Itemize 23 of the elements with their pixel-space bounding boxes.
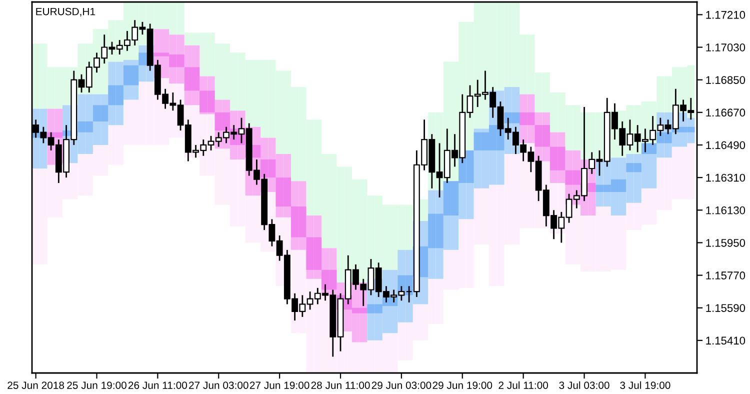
x-tick-label: 27 Jun 19:00 bbox=[250, 382, 310, 389]
x-tick-label: 29 Jun 03:00 bbox=[372, 382, 432, 389]
x-tick-label: 27 Jun 03:00 bbox=[189, 382, 248, 389]
y-tick-label: 1.16490 bbox=[706, 141, 746, 150]
x-tick-label: 2 Jul 11:00 bbox=[498, 381, 548, 389]
x-tick-label: 25 Jun 2018 bbox=[8, 382, 64, 389]
y-tick-label: 1.16670 bbox=[706, 108, 746, 117]
y-tick-label: 1.17210 bbox=[706, 10, 746, 19]
x-tick-label: 3 Jul 03:00 bbox=[559, 381, 610, 389]
y-tick-label: 1.16850 bbox=[706, 76, 746, 84]
y-tick-label: 1.16130 bbox=[706, 206, 746, 214]
y-tick-label: 1.15590 bbox=[706, 304, 746, 312]
y-tick-label: 1.17030 bbox=[706, 44, 746, 52]
x-tick-label: 26 Jun 11:00 bbox=[128, 382, 188, 389]
x-tick-label: 29 Jun 19:00 bbox=[432, 382, 492, 389]
y-tick-label: 1.15770 bbox=[706, 272, 746, 280]
chart-title: EURUSD,H1 bbox=[36, 8, 96, 16]
y-tick-label: 1.16310 bbox=[706, 174, 746, 182]
y-tick-label: 1.15950 bbox=[706, 238, 746, 247]
x-tick-label: 25 Jun 19:00 bbox=[67, 382, 126, 389]
x-tick-label: 3 Jul 19:00 bbox=[620, 381, 670, 389]
y-tick-label: 1.15410 bbox=[706, 336, 746, 345]
x-tick-label: 28 Jun 11:00 bbox=[311, 382, 370, 389]
